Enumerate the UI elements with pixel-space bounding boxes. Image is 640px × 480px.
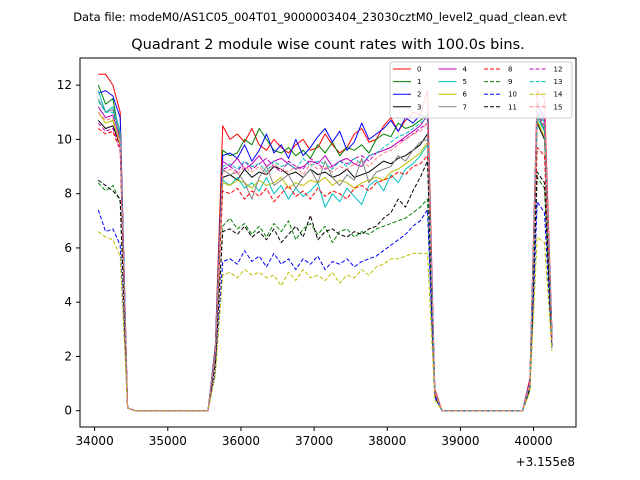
x-tick-label: 37000 [295, 434, 333, 448]
y-tick-label: 2 [64, 349, 72, 363]
series-layer [97, 73, 553, 412]
legend-label-5: 5 [463, 78, 467, 86]
axes-layer: 34000 35000 36000 37000 38000 39000 40000 0 2 4 6 8… [57, 57, 577, 448]
legend-label-1: 1 [417, 78, 421, 86]
x-tick-label: 38000 [368, 434, 406, 448]
y-tick-label: 0 [64, 404, 72, 418]
y-tick-label: 6 [64, 241, 72, 255]
y-tick-label: 4 [64, 295, 72, 309]
legend-label-2: 2 [417, 91, 421, 99]
legend-label-12: 12 [554, 66, 563, 74]
legend-label-6: 6 [463, 91, 468, 99]
legend-label-11: 11 [508, 103, 517, 111]
legend-label-14: 14 [554, 91, 563, 99]
legend-box [389, 61, 573, 119]
x-offset-text: +3.155e8 [516, 455, 575, 469]
y-tick-label: 10 [57, 132, 72, 146]
y-tick-label: 8 [64, 187, 72, 201]
series-line-14 [97, 231, 553, 412]
legend-label-7: 7 [463, 103, 467, 111]
legend-label-8: 8 [508, 66, 512, 74]
plot-frame [79, 57, 577, 428]
chart-title: Quadrant 2 module wise count rates with … [131, 37, 525, 53]
x-tick-label: 34000 [76, 434, 114, 448]
x-tick-label: 39000 [441, 434, 479, 448]
legend-label-9: 9 [508, 78, 512, 86]
y-tick-label: 12 [57, 78, 72, 92]
legend-label-15: 15 [554, 103, 563, 111]
figure-suptitle: Data file: modeM0/AS1C05_004T01_90000034… [73, 10, 567, 24]
legend-label-0: 0 [417, 66, 421, 74]
legend-label-10: 10 [508, 91, 517, 99]
legend-label-3: 3 [417, 103, 421, 111]
x-tick-label: 40000 [514, 434, 552, 448]
legend-label-13: 13 [554, 78, 563, 86]
x-tick-label: 36000 [222, 434, 260, 448]
series-line-11 [98, 160, 553, 412]
legend-label-4: 4 [463, 66, 468, 74]
x-tick-label: 35000 [149, 434, 187, 448]
